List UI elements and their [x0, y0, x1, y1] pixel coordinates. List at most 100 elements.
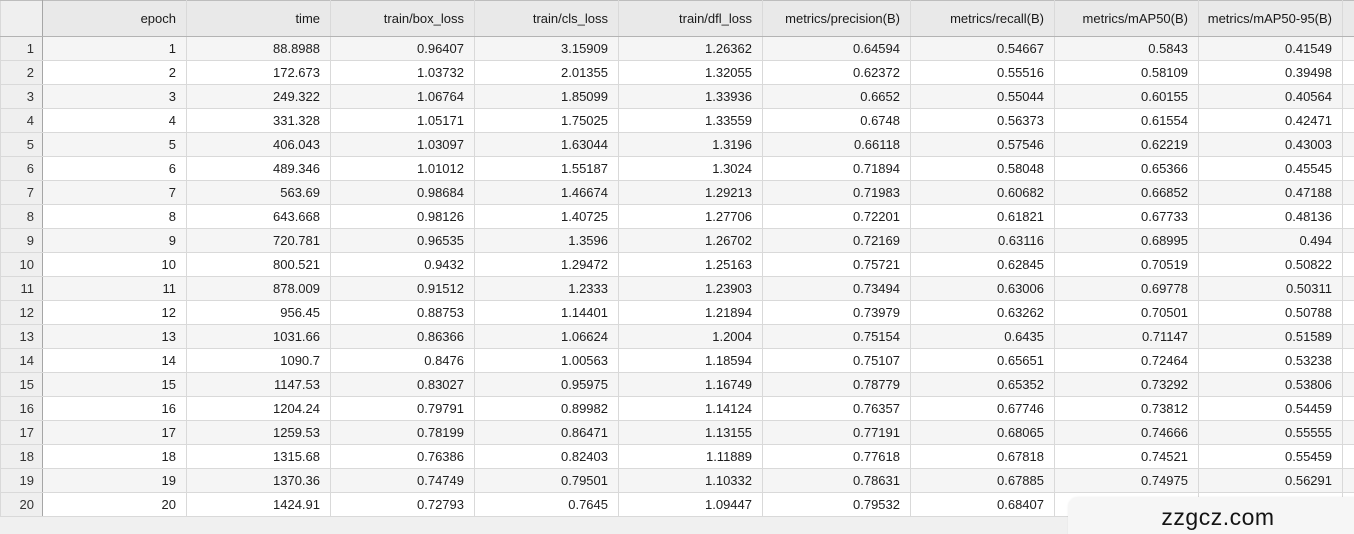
table-cell[interactable]: 0.39498 — [1198, 60, 1343, 85]
table-cell[interactable]: 0.75721 — [762, 252, 911, 277]
table-cell[interactable]: 0.66118 — [762, 132, 911, 157]
table-cell[interactable]: 0.62845 — [910, 252, 1055, 277]
row-number[interactable]: 14 — [0, 348, 43, 373]
table-cell[interactable]: 7 — [42, 180, 187, 205]
table-cell[interactable]: 0.69778 — [1054, 276, 1199, 301]
table-cell[interactable]: 0.62372 — [762, 60, 911, 85]
table-cell[interactable]: 0.56373 — [910, 108, 1055, 133]
table-cell[interactable]: 0.88753 — [330, 300, 475, 325]
row-number[interactable]: 19 — [0, 468, 43, 493]
table-cell[interactable]: 1.27706 — [618, 204, 763, 229]
table-cell[interactable]: 0.40564 — [1198, 84, 1343, 109]
row-number[interactable]: 6 — [0, 156, 43, 181]
table-cell[interactable]: 563.69 — [186, 180, 331, 205]
table-cell[interactable]: 1259.53 — [186, 420, 331, 445]
table-cell[interactable]: 1.3196 — [618, 132, 763, 157]
table-cell[interactable]: 0.86471 — [474, 420, 619, 445]
table-cell[interactable]: 331.328 — [186, 108, 331, 133]
table-cell[interactable]: 0.43003 — [1198, 132, 1343, 157]
table-cell[interactable]: 0.51589 — [1198, 324, 1343, 349]
table-cell[interactable]: 0.57546 — [910, 132, 1055, 157]
table-cell[interactable]: 1.21894 — [618, 300, 763, 325]
table-cell[interactable]: 1.40725 — [474, 204, 619, 229]
table-cell[interactable]: 0.58109 — [1054, 60, 1199, 85]
table-cell[interactable]: 0.68995 — [1054, 228, 1199, 253]
table-cell[interactable]: 1.2333 — [474, 276, 619, 301]
column-header[interactable]: metrics/mAP50-95(B) — [1198, 0, 1343, 37]
table-cell[interactable]: 0.76386 — [330, 444, 475, 469]
table-cell[interactable]: 0.63262 — [910, 300, 1055, 325]
table-cell[interactable]: 249.322 — [186, 84, 331, 109]
column-header[interactable]: epoch — [42, 0, 187, 37]
table-cell[interactable]: 0.91512 — [330, 276, 475, 301]
table-cell[interactable]: 0.7645 — [474, 492, 619, 517]
table-cell[interactable]: 0.71983 — [762, 180, 911, 205]
table-cell[interactable]: 1.18594 — [618, 348, 763, 373]
table-cell[interactable]: 1.26702 — [618, 228, 763, 253]
table-cell[interactable]: 0.67885 — [910, 468, 1055, 493]
row-number[interactable]: 11 — [0, 276, 43, 301]
table-cell[interactable]: 1147.53 — [186, 372, 331, 397]
table-cell[interactable]: 0.72793 — [330, 492, 475, 517]
table-cell[interactable]: 1.26362 — [618, 36, 763, 61]
table-cell[interactable]: 17 — [42, 420, 187, 445]
table-cell[interactable]: 19 — [42, 468, 187, 493]
table-cell[interactable]: 0.65651 — [910, 348, 1055, 373]
table-cell[interactable]: 13 — [42, 324, 187, 349]
column-header[interactable]: train/dfl_loss — [618, 0, 763, 37]
table-cell[interactable]: 0.53238 — [1198, 348, 1343, 373]
table-cell[interactable]: 956.45 — [186, 300, 331, 325]
table-cell[interactable]: 1.55187 — [474, 156, 619, 181]
table-cell[interactable]: 1.06764 — [330, 84, 475, 109]
row-number[interactable]: 15 — [0, 372, 43, 397]
table-cell[interactable]: 0.75154 — [762, 324, 911, 349]
table-cell[interactable]: 1.13155 — [618, 420, 763, 445]
row-number[interactable]: 9 — [0, 228, 43, 253]
table-cell[interactable]: 1.85099 — [474, 84, 619, 109]
table-cell[interactable]: 0.65366 — [1054, 156, 1199, 181]
table-cell[interactable]: 0.74666 — [1054, 420, 1199, 445]
table-cell[interactable]: 0.50788 — [1198, 300, 1343, 325]
table-cell[interactable]: 0.75107 — [762, 348, 911, 373]
table-cell[interactable]: 1424.91 — [186, 492, 331, 517]
table-cell[interactable]: 1.03732 — [330, 60, 475, 85]
table-cell[interactable]: 1.3024 — [618, 156, 763, 181]
table-cell[interactable]: 0.64594 — [762, 36, 911, 61]
table-cell[interactable]: 2.01355 — [474, 60, 619, 85]
table-cell[interactable]: 0.96535 — [330, 228, 475, 253]
table-cell[interactable]: 4 — [42, 108, 187, 133]
table-cell[interactable]: 1.32055 — [618, 60, 763, 85]
table-cell[interactable]: 6 — [42, 156, 187, 181]
table-cell[interactable]: 1370.36 — [186, 468, 331, 493]
table-cell[interactable]: 2 — [42, 60, 187, 85]
row-number[interactable]: 8 — [0, 204, 43, 229]
table-cell[interactable]: 0.55044 — [910, 84, 1055, 109]
table-cell[interactable]: 0.8476 — [330, 348, 475, 373]
table-cell[interactable]: 10 — [42, 252, 187, 277]
table-cell[interactable]: 88.8988 — [186, 36, 331, 61]
table-cell[interactable]: 0.70519 — [1054, 252, 1199, 277]
table-cell[interactable]: 0.76357 — [762, 396, 911, 421]
table-cell[interactable]: 0.78631 — [762, 468, 911, 493]
table-cell[interactable]: 1.16749 — [618, 372, 763, 397]
row-number[interactable]: 7 — [0, 180, 43, 205]
row-number[interactable]: 3 — [0, 84, 43, 109]
table-cell[interactable]: 0.78779 — [762, 372, 911, 397]
table-cell[interactable]: 0.74521 — [1054, 444, 1199, 469]
table-cell[interactable]: 1.33936 — [618, 84, 763, 109]
table-cell[interactable]: 0.62219 — [1054, 132, 1199, 157]
table-cell[interactable]: 1.03097 — [330, 132, 475, 157]
table-cell[interactable]: 0.70501 — [1054, 300, 1199, 325]
table-cell[interactable]: 0.63006 — [910, 276, 1055, 301]
table-cell[interactable]: 0.45545 — [1198, 156, 1343, 181]
table-cell[interactable]: 0.47188 — [1198, 180, 1343, 205]
table-cell[interactable]: 0.71147 — [1054, 324, 1199, 349]
table-cell[interactable]: 1.2004 — [618, 324, 763, 349]
table-cell[interactable]: 1090.7 — [186, 348, 331, 373]
table-cell[interactable]: 16 — [42, 396, 187, 421]
table-cell[interactable]: 0.74975 — [1054, 468, 1199, 493]
table-cell[interactable]: 172.673 — [186, 60, 331, 85]
table-cell[interactable]: 0.54667 — [910, 36, 1055, 61]
column-header[interactable]: metrics/precision(B) — [762, 0, 911, 37]
row-number[interactable]: 13 — [0, 324, 43, 349]
